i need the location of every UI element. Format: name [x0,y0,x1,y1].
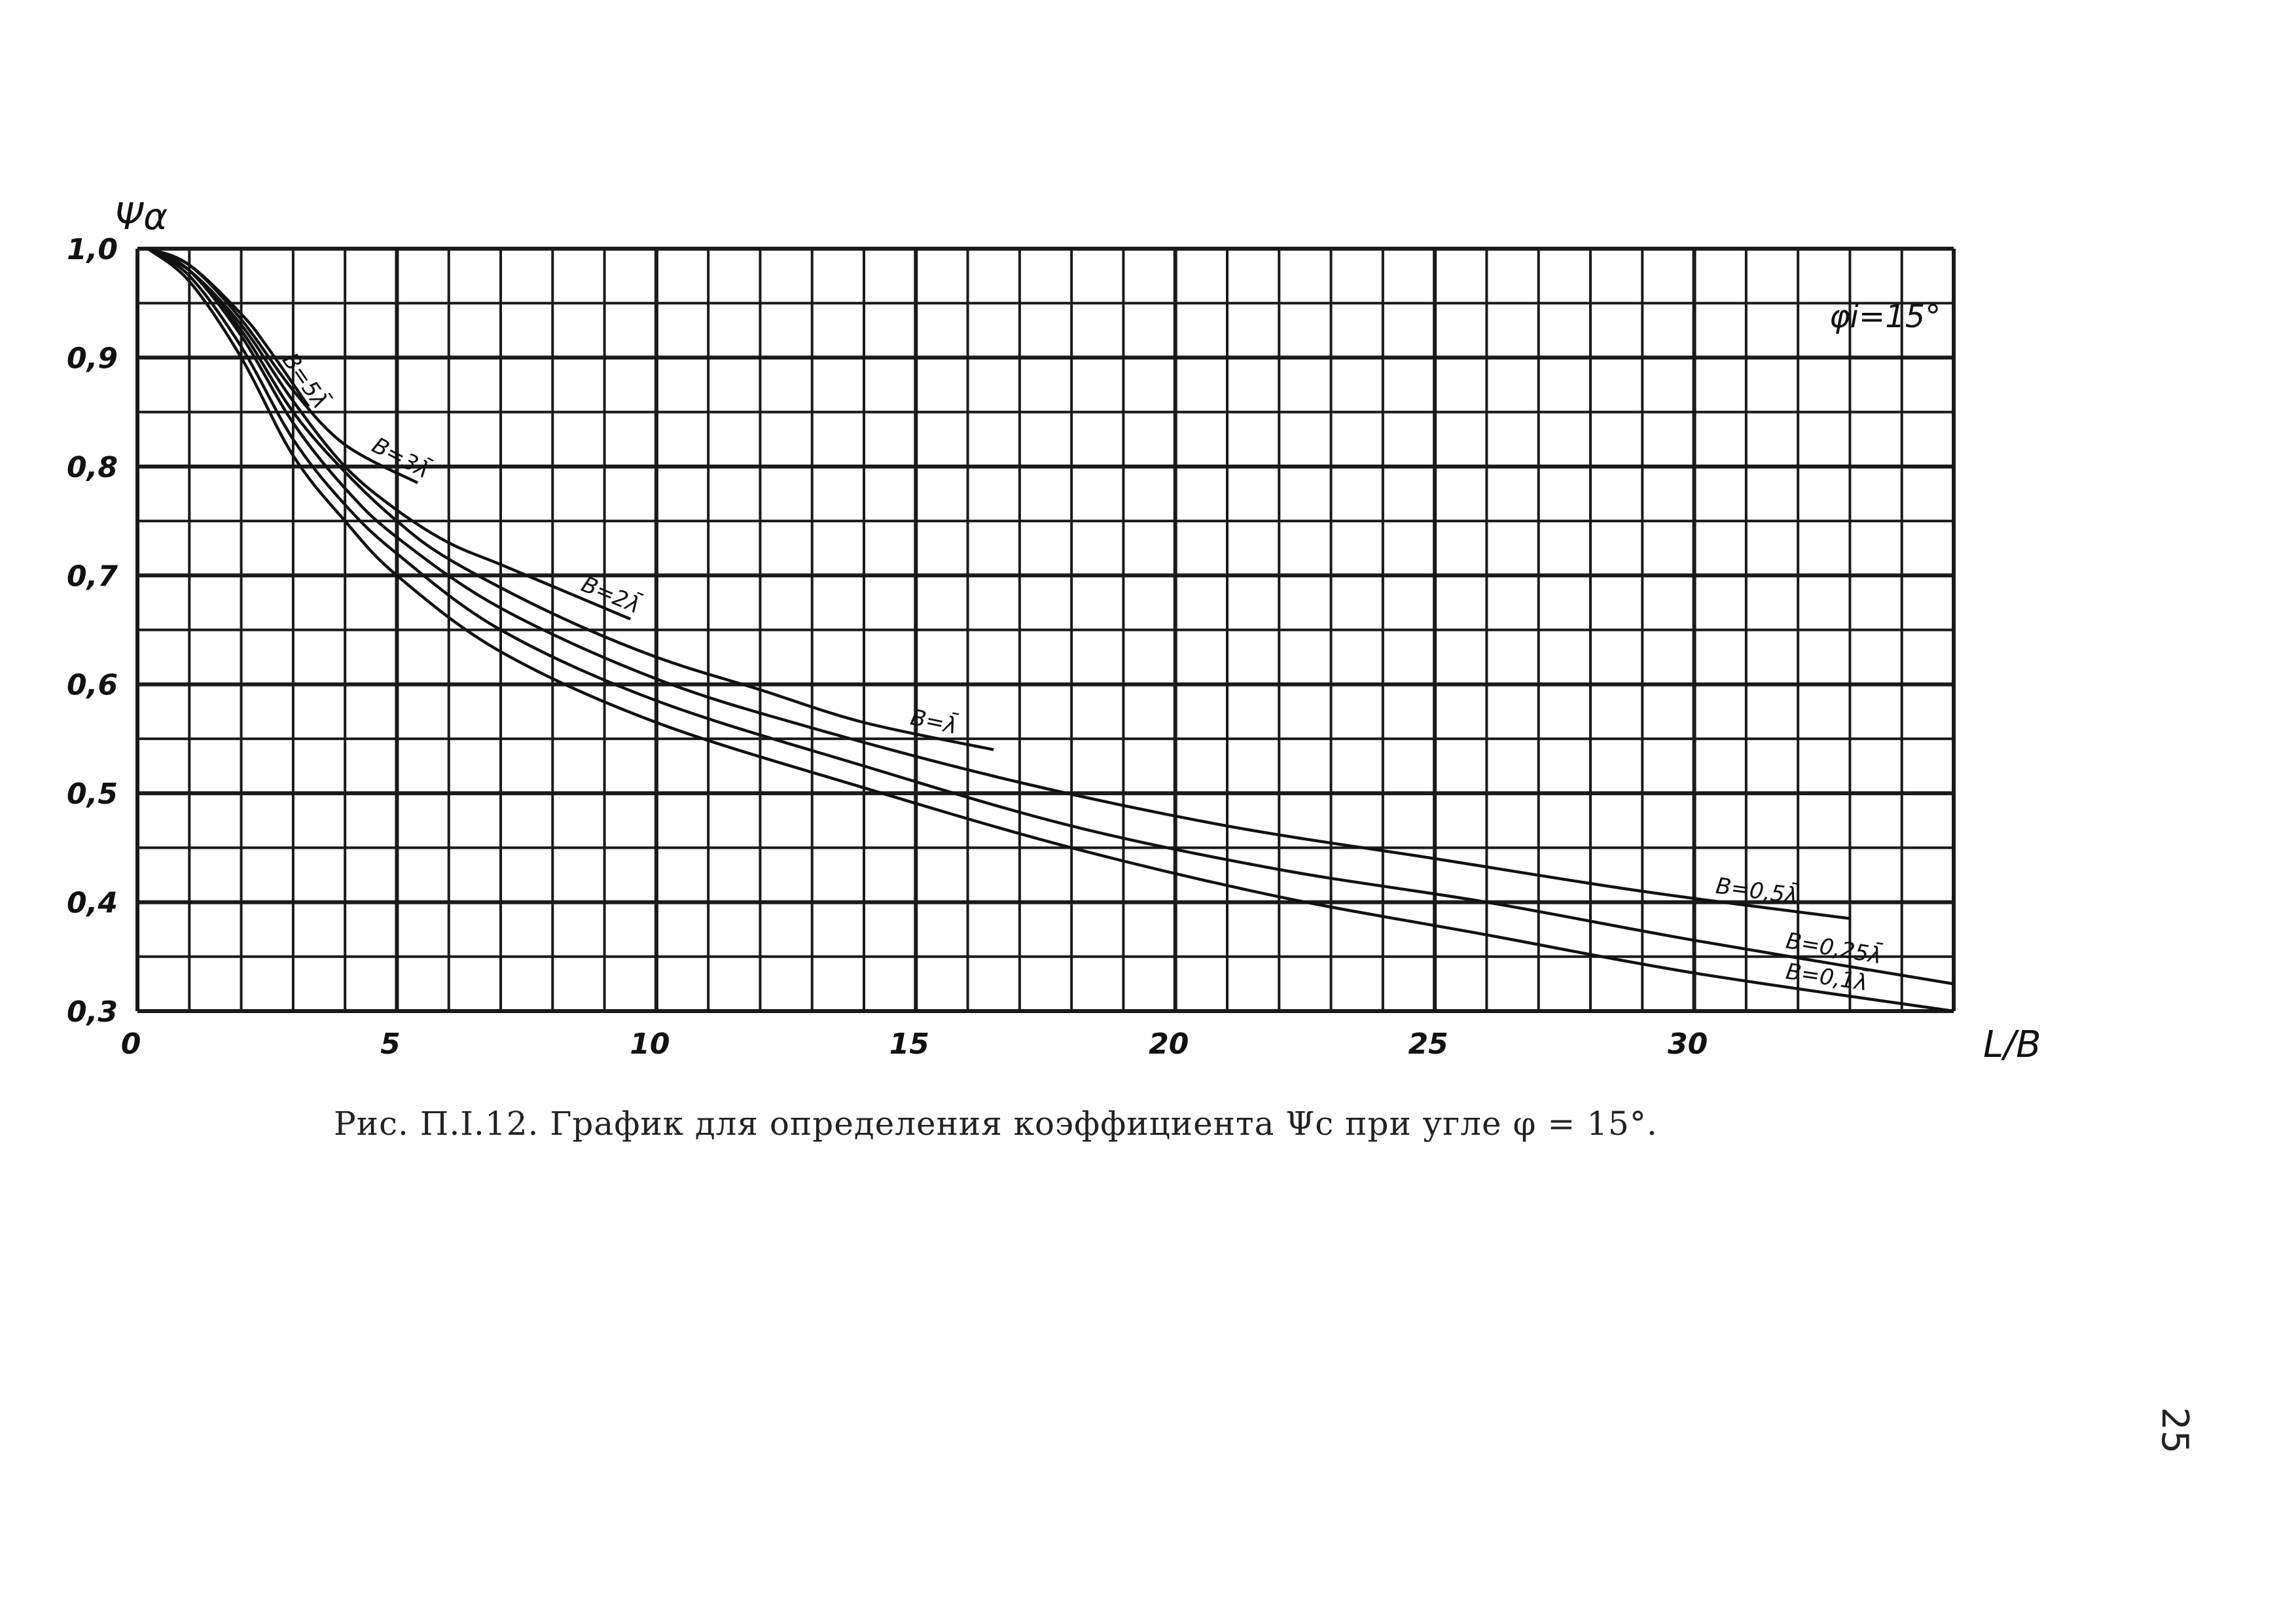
chart-series [147,247,1954,1013]
x-tick-label: 15 [889,1027,929,1061]
y-tick-label: 0,5 [67,777,118,811]
series-line-1 [147,247,419,484]
page-number: 25 [2153,1407,2196,1454]
x-tick-label: 30 [1668,1027,1708,1061]
series-line-5 [147,247,1954,986]
x-tick-label: 0 [121,1027,141,1061]
y-tick-label: 0,3 [67,995,118,1029]
y-tick-label: 0,9 [67,342,118,375]
series-line-4 [147,247,1850,920]
figure-caption: Рис. П.I.12. График для определения коэф… [334,1105,1658,1143]
x-tick-label: 20 [1149,1027,1189,1061]
series-line-3 [147,247,994,751]
x-tick-label: 25 [1408,1027,1448,1061]
y-tick-label: 0,6 [67,669,118,702]
x-tick-label: 5 [380,1027,401,1061]
y-tick-label: 0,4 [67,887,118,920]
y-axis-label: Ψα [115,196,168,238]
chart-grid [135,247,1956,1013]
angle-annotation: φi=15° [1829,298,1941,335]
series-line-6 [147,247,1954,1013]
x-axis-label: L/B [1983,1024,2041,1066]
y-tick-label: 1,0 [67,233,118,266]
y-tick-label: 0,7 [67,560,118,593]
series-line-2 [147,247,632,620]
x-tick-label: 10 [630,1027,670,1061]
y-tick-label: 0,8 [67,451,118,484]
